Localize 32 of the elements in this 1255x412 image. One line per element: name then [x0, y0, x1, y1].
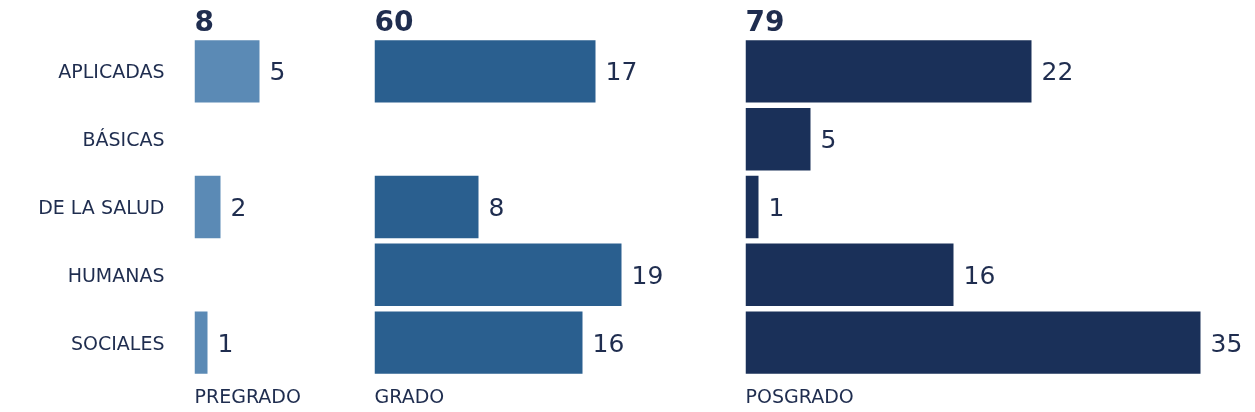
y-tick-label: HUMANAS [67, 263, 165, 286]
data-label: 8 [488, 193, 505, 222]
bar [745, 108, 811, 171]
bar [745, 40, 1032, 103]
x-axis-title: POSGRADO [745, 384, 854, 407]
bar [374, 311, 583, 374]
y-tick-label: APLICADAS [58, 60, 165, 83]
data-label: 5 [820, 125, 837, 155]
data-label: 17 [605, 57, 638, 87]
data-label: 2 [230, 193, 247, 222]
chart-title: 79 [745, 4, 785, 38]
chart-title: 60 [374, 4, 414, 38]
x-axis-title: PREGRADO [194, 384, 301, 407]
bar [745, 175, 759, 239]
y-tick-label: SOCIALES [70, 331, 165, 354]
bar [745, 311, 1201, 374]
bar [745, 243, 954, 306]
data-label: 1 [768, 193, 785, 222]
data-label: 16 [592, 328, 625, 358]
chart-title: 8 [194, 4, 214, 38]
data-label: 16 [963, 260, 996, 290]
data-label: 35 [1210, 328, 1243, 358]
data-label: 1 [217, 328, 234, 358]
data-label: 19 [631, 260, 664, 290]
bar [374, 40, 596, 103]
data-label: 5 [269, 57, 286, 87]
data-label: 22 [1041, 57, 1074, 87]
y-tick-label: DE LA SALUD [38, 196, 165, 218]
bar [374, 243, 622, 306]
y-tick-label: BÁSICAS [82, 128, 165, 151]
bar [374, 175, 479, 239]
x-axis-title: GRADO [374, 384, 445, 407]
